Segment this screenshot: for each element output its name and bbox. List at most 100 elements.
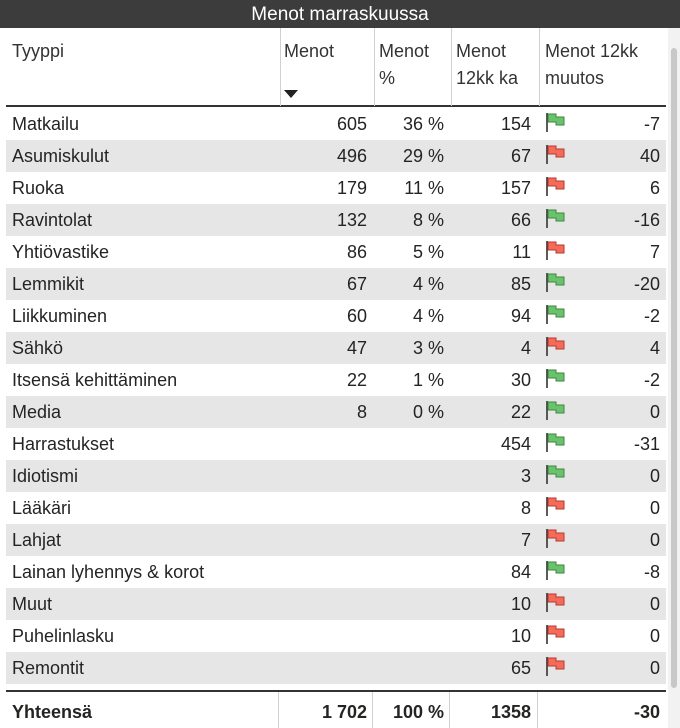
table-cell: 11 % xyxy=(404,178,444,198)
table-cell: Puhelinlasku xyxy=(12,626,115,646)
table-cell: Ravintolat xyxy=(12,210,93,230)
table-cell: Idiotismi xyxy=(12,466,79,486)
column-header: Menot xyxy=(284,41,335,61)
table-cell: Itsensä kehittäminen xyxy=(12,370,178,390)
table-cell: 29 % xyxy=(402,146,444,166)
total-cell: -30 xyxy=(633,702,660,722)
total-divider-v xyxy=(372,692,373,728)
table-cell: 67 xyxy=(346,274,367,294)
table-cell: 605 xyxy=(336,114,367,134)
table-cell: Lemmikit xyxy=(12,274,85,294)
table-cell: 36 % xyxy=(402,114,444,134)
table-cell: 84 xyxy=(510,562,531,582)
table-cell: Yhtiövastike xyxy=(12,242,110,262)
table-cell: -20 xyxy=(633,274,660,294)
column-header: Tyyppi xyxy=(12,41,65,61)
table-cell: Ruoka xyxy=(12,178,65,198)
table-cell: 454 xyxy=(500,434,531,454)
table-cell: 66 xyxy=(510,210,531,230)
table-cell: 94 xyxy=(510,306,531,326)
table-cell: 132 xyxy=(336,210,367,230)
table-cell: 8 xyxy=(520,498,531,518)
table-cell: 0 xyxy=(649,466,660,486)
table-cell: 4 % xyxy=(412,274,444,294)
status-flag xyxy=(546,273,565,292)
sort-arrow[interactable] xyxy=(283,89,299,99)
table-cell: 22 xyxy=(346,370,367,390)
table-cell: 0 % xyxy=(412,402,444,422)
table-cell: Media xyxy=(12,402,62,422)
table-cell: -2 xyxy=(643,306,660,326)
table-cell: 0 xyxy=(649,402,660,422)
table-cell: Matkailu xyxy=(12,114,80,134)
table-cell: 3 % xyxy=(412,338,444,358)
table-cell: -31 xyxy=(633,434,660,454)
table-cell: 7 xyxy=(520,530,531,550)
table-cell: 11 xyxy=(512,242,531,262)
table-cell: Lääkäri xyxy=(12,498,72,518)
column-divider xyxy=(280,28,281,106)
table-cell: Muut xyxy=(12,594,53,614)
total-divider xyxy=(6,690,666,692)
table-cell: Harrastukset xyxy=(12,434,115,454)
total-row xyxy=(0,690,668,728)
table-cell: 0 xyxy=(649,658,660,678)
total-cell: 100 % xyxy=(392,702,444,722)
table-cell: Lainan lyhennys & korot xyxy=(12,562,205,582)
status-flag xyxy=(546,113,565,132)
table-cell: 4 xyxy=(520,338,531,358)
table-cell: 157 xyxy=(500,178,531,198)
table-cell: Remontit xyxy=(12,658,85,678)
table-cell: Liikkuminen xyxy=(12,306,108,326)
status-flag xyxy=(546,209,565,228)
table-cell: Asumiskulut xyxy=(12,146,110,166)
table-cell: 47 xyxy=(346,338,367,358)
status-flag xyxy=(546,177,565,196)
table-cell: -7 xyxy=(643,114,660,134)
table-cell: Lahjat xyxy=(12,530,62,550)
status-flag xyxy=(546,625,565,644)
table-cell: 1 % xyxy=(412,370,444,390)
table-cell: 0 xyxy=(649,530,660,550)
total-divider-v xyxy=(537,692,538,728)
table-cell: 8 % xyxy=(412,210,444,230)
status-flag xyxy=(546,337,565,356)
column-divider xyxy=(451,28,452,106)
table-cell: 22 xyxy=(510,402,531,422)
column-divider xyxy=(539,28,540,106)
scrollbar[interactable] xyxy=(668,28,680,728)
table-cell: Sähkö xyxy=(12,338,64,358)
status-flag xyxy=(546,529,565,548)
total-cell: 1 702 xyxy=(321,702,367,722)
table-cell: 3 xyxy=(520,466,531,486)
table-cell: 496 xyxy=(336,146,367,166)
table-cell: 67 xyxy=(510,146,531,166)
status-flag xyxy=(546,401,565,420)
status-flag xyxy=(546,433,565,452)
table-cell: 7 xyxy=(649,242,660,262)
total-cell: Yhteensä xyxy=(12,702,93,722)
status-flag xyxy=(546,305,565,324)
status-flag xyxy=(546,241,565,260)
table-cell: -8 xyxy=(643,562,660,582)
status-flag xyxy=(546,657,565,676)
header-divider xyxy=(6,105,666,107)
table-cell: 0 xyxy=(649,498,660,518)
column-header: Menot 12kk muutos xyxy=(545,41,639,88)
status-flag xyxy=(546,145,565,164)
column-header: Menot 12kk ka xyxy=(456,41,519,88)
table-cell: 5 % xyxy=(412,242,444,262)
status-flag xyxy=(546,497,565,516)
status-flag xyxy=(546,593,565,612)
table-cell: -2 xyxy=(643,370,660,390)
total-divider-v xyxy=(278,692,279,728)
status-flag xyxy=(546,369,565,388)
table-cell: 65 xyxy=(510,658,531,678)
table-cell: 10 xyxy=(510,594,531,614)
status-flag xyxy=(546,561,565,580)
column-divider xyxy=(374,28,375,106)
table-cell: 6 xyxy=(649,178,660,198)
title: Menot marraskuussa xyxy=(0,0,680,28)
table-cell: 60 xyxy=(346,306,367,326)
